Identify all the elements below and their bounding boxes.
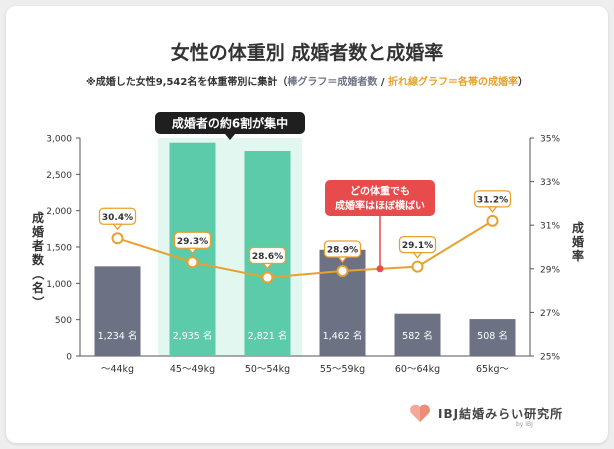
subtitle-separator: / bbox=[377, 77, 388, 88]
brand-logo: IBJ結婚みらい研究所 bbox=[408, 400, 563, 426]
rate-label: 28.9% bbox=[327, 245, 358, 255]
right-tick-label: 33% bbox=[540, 178, 560, 188]
highlight-callout-pointer bbox=[225, 134, 235, 140]
rate-label-pointer bbox=[262, 262, 273, 270]
x-tick-label: 45〜49kg bbox=[170, 364, 215, 375]
subtitle-suffix: ） bbox=[517, 77, 528, 88]
callout-box bbox=[325, 180, 435, 216]
right-tick-label: 25% bbox=[540, 353, 560, 363]
left-tick-label: 3,000 bbox=[46, 135, 72, 145]
rate-label-pointer bbox=[337, 256, 348, 264]
rate-point bbox=[186, 256, 199, 269]
bar bbox=[94, 266, 141, 356]
rate-point bbox=[261, 271, 274, 284]
rate-line bbox=[117, 219, 494, 279]
x-tick-label: 65kg〜 bbox=[476, 364, 510, 375]
right-axis-label: 成 bbox=[572, 220, 584, 235]
left-axis-label: 成 bbox=[32, 210, 44, 225]
rate-point bbox=[336, 264, 349, 277]
left-tick-label: 1,500 bbox=[46, 244, 72, 254]
rate-point bbox=[111, 232, 124, 245]
callout-line1: どの体重でも bbox=[350, 185, 410, 198]
highlight-callout-box bbox=[155, 112, 305, 134]
heart-logo-icon bbox=[410, 404, 430, 422]
x-tick-label: 50〜54kg bbox=[245, 364, 290, 375]
right-tick-label: 31% bbox=[540, 222, 560, 232]
bar-value-label: 2,821 名 bbox=[248, 330, 288, 342]
right-tick-label: 35% bbox=[540, 135, 560, 145]
left-tick-label: 1,000 bbox=[46, 280, 72, 290]
rate-label-pointer bbox=[112, 223, 123, 231]
chart-title: 女性の体重別 成婚者数と成婚率 bbox=[170, 42, 444, 64]
callout-dot bbox=[376, 265, 384, 273]
bar-value-label: 2,935 名 bbox=[173, 330, 213, 342]
bar-value-label: 1,462 名 bbox=[323, 330, 363, 342]
rate-label: 28.6% bbox=[252, 252, 283, 262]
subtitle-bar-legend: 棒グラフ＝成婚者数 bbox=[287, 77, 378, 88]
rate-point bbox=[486, 214, 499, 227]
rate-label: 29.3% bbox=[177, 237, 208, 247]
right-axis-label: 婚 bbox=[572, 234, 584, 249]
bar-value-label: 1,234 名 bbox=[98, 330, 138, 342]
subtitle-line-legend: 折れ線グラフ＝各帯の成婚率 bbox=[387, 77, 518, 88]
rate-label: 31.2% bbox=[477, 195, 508, 205]
highlight-callout-label: 成婚者の約6割が集中 bbox=[172, 116, 288, 131]
left-tick-label: 500 bbox=[55, 316, 72, 326]
chart-subtitle: ※成婚した女性9,542名を体重帯別に集計（棒グラフ＝成婚者数 / 折れ線グラフ… bbox=[0, 73, 614, 88]
rate-label-pointer bbox=[187, 247, 198, 255]
brand-name: IBJ結婚みらい研究所 bbox=[438, 406, 564, 421]
callout-line2: 成婚率はほぼ横ばい bbox=[335, 199, 425, 212]
rate-label-pointer bbox=[487, 206, 498, 213]
rate-label: 29.1% bbox=[402, 241, 433, 251]
bar bbox=[469, 319, 516, 356]
left-axis-label: （ bbox=[31, 268, 46, 280]
left-axis-label: ） bbox=[31, 296, 46, 308]
bar-value-label: 508 名 bbox=[477, 330, 508, 342]
right-axis-label: 率 bbox=[572, 248, 584, 263]
brand-by: by IBJ bbox=[516, 421, 533, 428]
right-tick-label: 27% bbox=[540, 309, 560, 319]
left-axis-label: 婚 bbox=[32, 224, 44, 239]
left-axis-label: 名 bbox=[32, 280, 44, 295]
left-tick-label: 2,000 bbox=[46, 207, 72, 217]
x-tick-label: 60〜64kg bbox=[395, 364, 440, 375]
x-tick-label: 〜44kg bbox=[101, 364, 134, 375]
bar bbox=[394, 313, 441, 356]
left-axis-label: 数 bbox=[32, 252, 45, 267]
subtitle-prefix: ※成婚した女性9,542名を体重帯別に集計（ bbox=[86, 77, 288, 88]
right-tick-label: 29% bbox=[540, 265, 560, 275]
x-tick-label: 55〜59kg bbox=[320, 364, 365, 375]
left-axis-label: 者 bbox=[31, 238, 44, 253]
rate-point bbox=[411, 260, 424, 273]
rate-label-pointer bbox=[412, 251, 423, 259]
bar-value-label: 582 名 bbox=[402, 330, 433, 342]
rate-label: 30.4% bbox=[102, 213, 133, 223]
left-tick-label: 2,500 bbox=[46, 171, 72, 181]
left-tick-label: 0 bbox=[66, 353, 72, 363]
